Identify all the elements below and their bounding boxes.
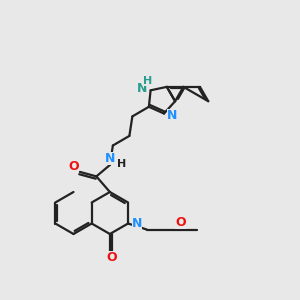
Text: H: H (117, 158, 126, 169)
Text: O: O (106, 250, 117, 264)
Text: H: H (143, 76, 152, 86)
Text: N: N (132, 217, 142, 230)
Text: N: N (105, 152, 115, 165)
Text: O: O (68, 160, 79, 173)
Text: N: N (137, 82, 147, 95)
Text: N: N (167, 110, 178, 122)
Text: O: O (175, 215, 186, 229)
